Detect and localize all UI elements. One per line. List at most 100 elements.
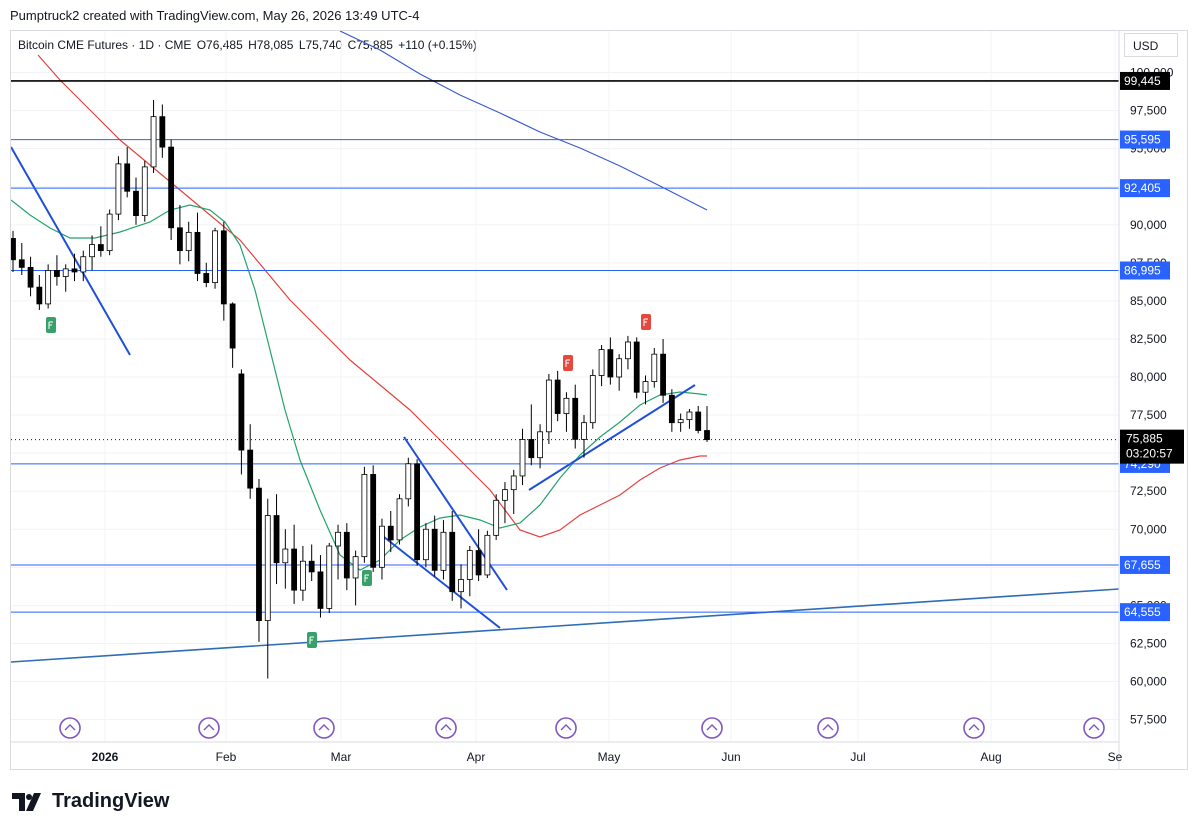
candle: [510, 469, 517, 515]
candle: [141, 160, 148, 222]
candle: [45, 264, 52, 309]
economic-event-icon[interactable]: [59, 717, 81, 739]
candle: [668, 389, 675, 432]
candle-body: [510, 475, 517, 491]
candle: [677, 413, 684, 432]
candle-body: [563, 397, 570, 414]
level-badge-text: 99,445: [1124, 74, 1161, 88]
moving-average-blue: [339, 31, 708, 211]
economic-event-glyph: [203, 724, 215, 731]
candle: [387, 510, 394, 553]
candle: [62, 264, 69, 292]
candle-body: [256, 487, 262, 621]
candle: [326, 542, 333, 613]
event-marker-green: [46, 317, 56, 333]
candle-body: [387, 525, 394, 541]
candle: [502, 482, 508, 524]
y-tick-label: 90,000: [1130, 218, 1167, 232]
candle-body: [62, 268, 69, 277]
level-badge-bg: [1120, 179, 1170, 198]
candle: [704, 406, 710, 442]
candle-body: [405, 463, 412, 500]
candle-body: [695, 411, 702, 431]
economic-event-circle: [435, 717, 457, 739]
economic-event-icon[interactable]: [555, 717, 577, 739]
brand-name: TradingView: [52, 790, 170, 812]
candle-body: [422, 528, 429, 561]
candle: [133, 177, 139, 225]
x-tick-label: Mar: [331, 750, 352, 764]
candle-body: [36, 286, 43, 305]
candle: [159, 104, 166, 158]
candle-body: [159, 116, 166, 148]
event-marker-green: [362, 570, 372, 586]
candle-body: [212, 230, 218, 284]
economic-event-icon[interactable]: [313, 717, 335, 739]
candle-body: [229, 303, 236, 349]
level-badge-bg: [1120, 261, 1170, 280]
candle-body: [124, 163, 131, 192]
economic-event-icon[interactable]: [817, 717, 839, 739]
candle: [36, 274, 43, 311]
candle-body: [625, 341, 631, 360]
candle: [220, 221, 227, 321]
candle: [27, 256, 34, 297]
candle: [264, 498, 271, 679]
candle: [537, 424, 543, 469]
economic-event-icon[interactable]: [435, 717, 457, 739]
candle: [396, 494, 403, 545]
candle: [317, 555, 324, 618]
candle-body: [194, 231, 201, 274]
economic-event-icon[interactable]: [198, 717, 220, 739]
economic-event-glyph: [440, 724, 452, 731]
candle-body: [308, 560, 315, 573]
x-tick-label: May: [598, 750, 621, 764]
level-badge-bg: [1120, 71, 1170, 90]
candle: [633, 337, 640, 399]
y-tick-label: 77,500: [1130, 408, 1167, 422]
economic-event-circle: [198, 717, 220, 739]
candle: [282, 529, 289, 589]
x-tick-label: 2026: [92, 750, 119, 764]
candle-body: [317, 571, 324, 609]
candle-body: [431, 528, 438, 571]
candle: [528, 404, 535, 466]
x-tick-label: Apr: [467, 750, 486, 764]
candle-body: [704, 430, 710, 441]
economic-event-icon[interactable]: [963, 717, 985, 739]
candle-body: [545, 379, 552, 433]
economic-event-icon[interactable]: [1083, 717, 1105, 739]
candle: [422, 523, 429, 568]
candle-body: [168, 146, 175, 229]
y-tick-label: 57,500: [1130, 713, 1167, 727]
candle: [203, 262, 210, 288]
chart-frame: [10, 30, 1188, 770]
currency-selector[interactable]: USD: [1124, 33, 1178, 57]
candle-body: [598, 349, 605, 376]
candle: [11, 230, 16, 272]
candle: [343, 523, 350, 591]
y-tick-label: 72,500: [1130, 484, 1167, 498]
economic-event-circle: [313, 717, 335, 739]
candle: [89, 235, 95, 271]
candle: [150, 99, 157, 173]
candle-body: [528, 439, 535, 459]
candle: [106, 209, 113, 256]
candle: [589, 369, 596, 429]
candle-body: [247, 449, 254, 489]
economic-event-icon[interactable]: [701, 717, 723, 739]
time-axis: 2026 Feb Mar Apr May Jun Jul Aug Se: [92, 750, 1123, 764]
candle: [466, 545, 473, 597]
candle: [379, 518, 385, 580]
candle: [405, 457, 412, 507]
candle: [370, 465, 377, 572]
ohlc-high: H78,085: [248, 38, 294, 52]
candle-body: [589, 375, 596, 424]
ohlc-open: O76,485: [196, 38, 243, 52]
x-tick-label: Feb: [216, 750, 237, 764]
economic-events: [59, 717, 1105, 739]
candle-body: [335, 531, 341, 547]
economic-event-glyph: [1088, 724, 1100, 731]
